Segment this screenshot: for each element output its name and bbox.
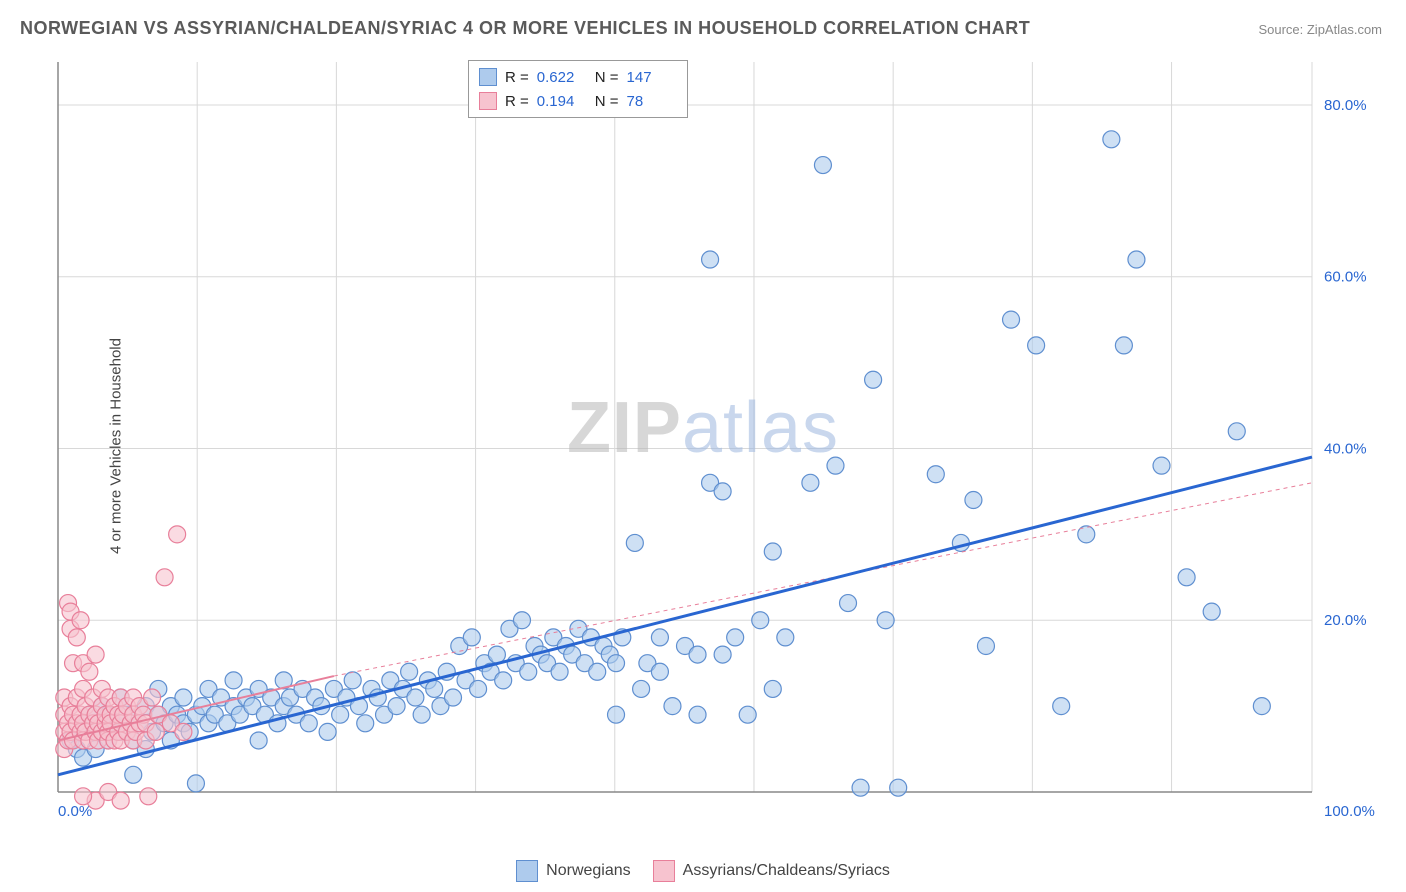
svg-text:100.0%: 100.0%	[1324, 803, 1375, 820]
r-value-norwegians: 0.622	[537, 69, 587, 86]
r-label: R =	[505, 69, 529, 86]
legend-item-norwegians: Norwegians	[516, 860, 630, 882]
n-value-assyrians: 78	[627, 93, 677, 110]
stats-row-norwegians: R = 0.622 N = 147	[479, 65, 677, 89]
legend-label-assyrians: Assyrians/Chaldeans/Syriacs	[683, 862, 890, 880]
n-label: N =	[595, 93, 619, 110]
legend-label-norwegians: Norwegians	[546, 862, 630, 880]
source-attribution: Source: ZipAtlas.com	[1258, 22, 1382, 37]
scatter-plot: 20.0% 40.0% 60.0% 80.0% 0.0% 100.0%	[52, 58, 1382, 828]
legend-swatch-norwegians	[516, 860, 538, 882]
n-label: N =	[595, 69, 619, 86]
legend-item-assyrians: Assyrians/Chaldeans/Syriacs	[653, 860, 890, 882]
svg-text:20.0%: 20.0%	[1324, 612, 1367, 629]
chart-title: NORWEGIAN VS ASSYRIAN/CHALDEAN/SYRIAC 4 …	[20, 18, 1030, 39]
stats-row-assyrians: R = 0.194 N = 78	[479, 89, 677, 113]
swatch-norwegians	[479, 68, 497, 86]
x-axis-legend: Norwegians Assyrians/Chaldeans/Syriacs	[0, 860, 1406, 882]
r-label: R =	[505, 93, 529, 110]
svg-text:80.0%: 80.0%	[1324, 97, 1367, 114]
n-value-norwegians: 147	[627, 69, 677, 86]
legend-swatch-assyrians	[653, 860, 675, 882]
svg-text:40.0%: 40.0%	[1324, 440, 1367, 457]
chart-svg: 20.0% 40.0% 60.0% 80.0% 0.0% 100.0%	[52, 58, 1382, 828]
svg-text:0.0%: 0.0%	[58, 803, 92, 820]
r-value-assyrians: 0.194	[537, 93, 587, 110]
correlation-stats-box: R = 0.622 N = 147 R = 0.194 N = 78	[468, 60, 688, 118]
svg-text:60.0%: 60.0%	[1324, 269, 1367, 286]
swatch-assyrians	[479, 92, 497, 110]
